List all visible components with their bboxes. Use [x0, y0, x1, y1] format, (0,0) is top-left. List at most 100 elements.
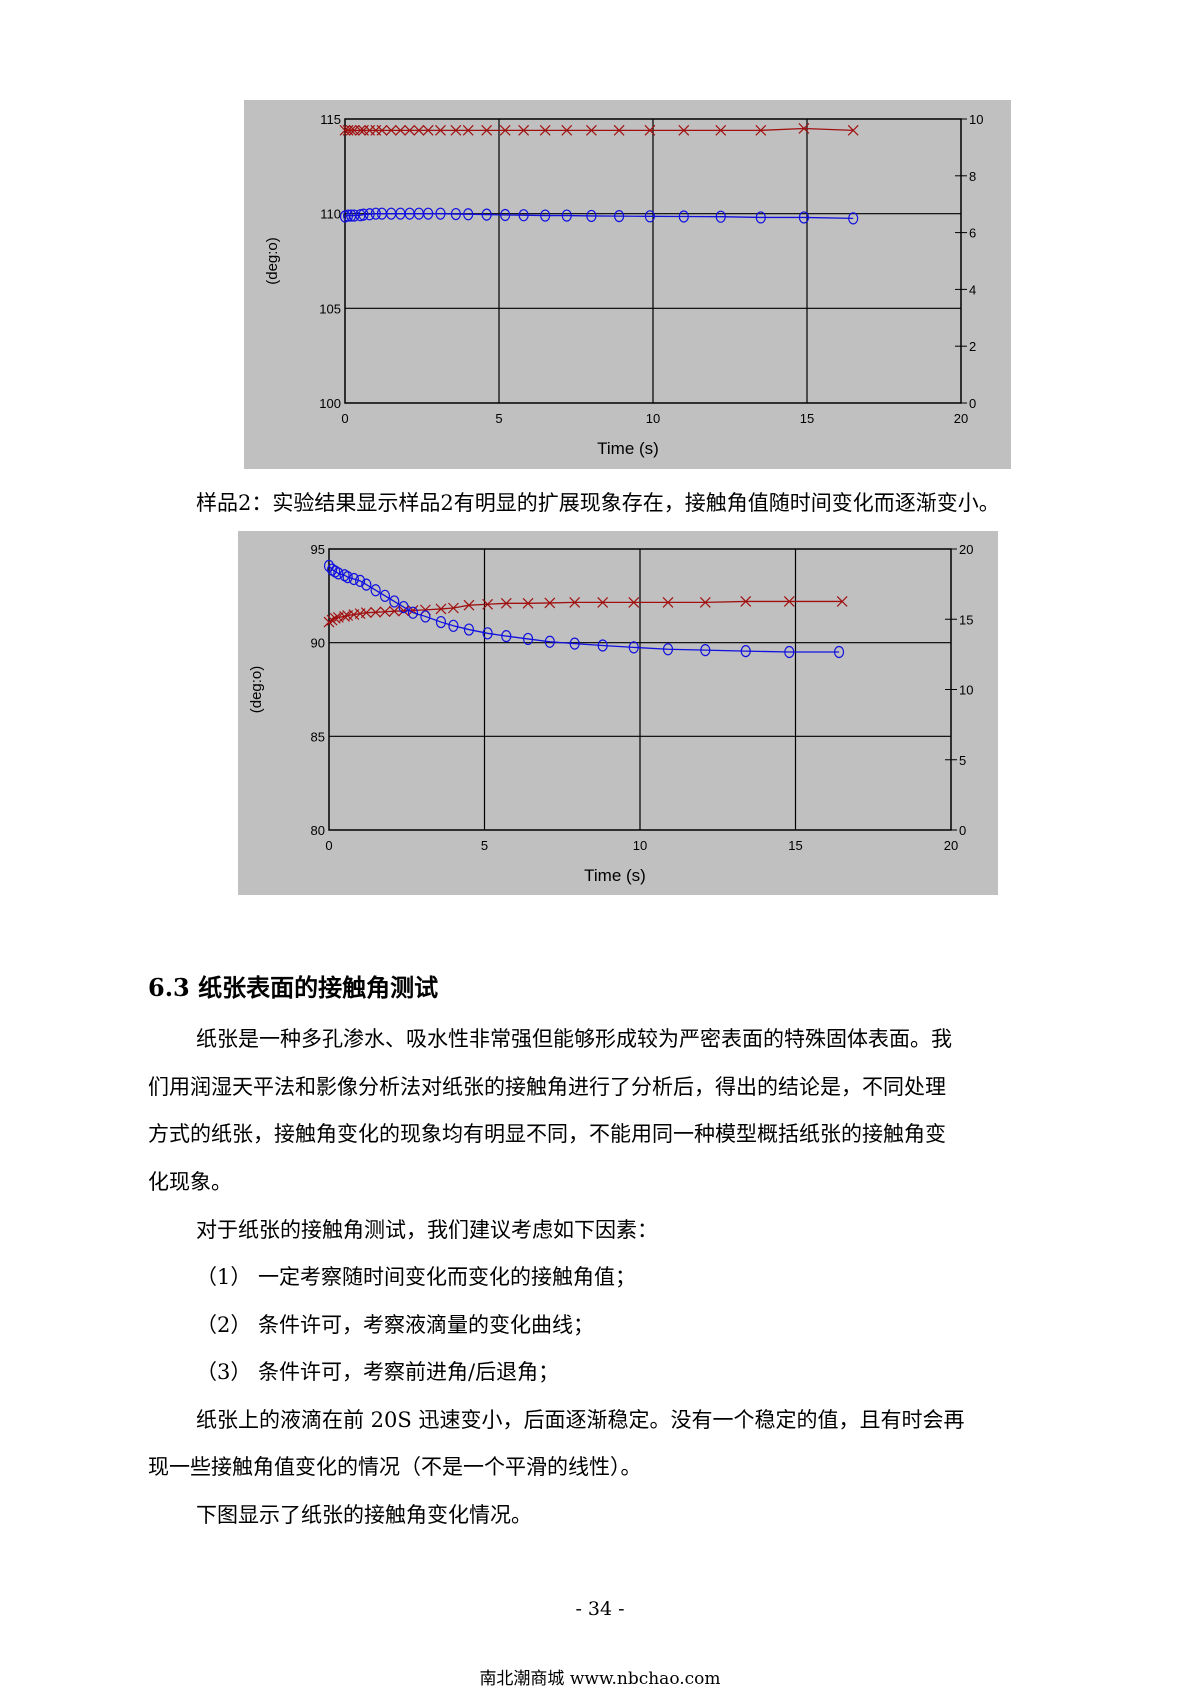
y2-tick-label: 6 — [969, 226, 976, 241]
paragraph-line: 方式的纸张，接触角变化的现象均有明显不同，不能用同一种模型概括纸张的接触角变 — [148, 1122, 946, 1146]
data-point-circle — [379, 589, 391, 602]
y2-tick-label: 0 — [959, 823, 966, 838]
chart-svg: 0 5 10 15 20 80 85 90 95 0 5 10 15 20 Time (s) (deg:o) — [248, 542, 973, 885]
x-tick-label: 15 — [788, 838, 802, 853]
data-point-circle — [481, 208, 492, 221]
data-point-circle — [597, 639, 608, 652]
contact-angle-chart-sample2: 0 5 10 15 20 80 85 90 95 0 5 10 15 20 Time (s) (deg:o) — [238, 531, 998, 895]
x-tick-label: 20 — [954, 411, 968, 426]
data-point-x — [339, 611, 350, 622]
data-point-circle — [364, 208, 375, 221]
data-point-circle — [614, 210, 625, 223]
y2-tick-label: 4 — [969, 282, 976, 297]
data-point-circle — [482, 627, 493, 640]
data-point-x — [597, 596, 609, 608]
data-point-circle — [740, 644, 751, 658]
data-point-x — [462, 124, 474, 136]
data-point-circle — [407, 606, 419, 619]
data-point-circle — [423, 207, 434, 220]
x-tick-label: 0 — [341, 411, 348, 426]
x-tick-label: 20 — [944, 838, 958, 853]
x-tick-label: 5 — [481, 838, 488, 853]
data-point-x — [379, 606, 391, 618]
data-point-circle — [784, 645, 795, 659]
data-point-x — [613, 124, 625, 136]
y-tick-label: 80 — [311, 823, 325, 838]
data-point-x — [482, 598, 494, 610]
data-point-x — [395, 124, 406, 136]
series-line — [328, 565, 840, 653]
data-point-x — [370, 606, 382, 618]
data-point-circle — [628, 641, 639, 654]
data-point-x — [836, 596, 848, 607]
data-point-x — [360, 607, 372, 619]
y2-tick-label: 20 — [959, 542, 973, 557]
data-point-circle — [342, 209, 354, 222]
data-point-circle — [398, 600, 409, 614]
data-point-x — [413, 124, 425, 136]
data-point-circle — [370, 584, 381, 597]
data-point-x — [561, 124, 573, 136]
data-point-x — [569, 596, 581, 608]
data-point-circle — [544, 635, 555, 648]
data-point-x — [740, 596, 752, 607]
data-point-x — [500, 597, 512, 609]
paragraph-line: 化现象。 — [148, 1170, 232, 1194]
data-point-x — [388, 605, 400, 617]
y-axis-label: (deg:o) — [248, 666, 265, 714]
data-point-circle — [358, 208, 369, 221]
data-point-x — [544, 597, 556, 609]
data-point-x — [376, 124, 388, 136]
data-point-circle — [522, 632, 534, 646]
data-point-x — [662, 596, 674, 608]
list-item: （1） 一定考察随时间变化而变化的接触角值； — [196, 1265, 637, 1289]
data-point-x — [398, 605, 410, 617]
y-tick-label: 90 — [311, 636, 325, 651]
data-point-circle — [435, 615, 447, 629]
data-point-circle — [586, 209, 597, 223]
paragraph-line: 纸张上的液滴在前 20S 迅速变小，后面逐渐稳定。没有一个稳定的值，且有时会再 — [196, 1408, 965, 1432]
data-point-x — [447, 602, 459, 614]
data-point-circle — [662, 643, 674, 656]
data-point-x — [699, 596, 711, 608]
list-item: （2） 条件许可，考察液滴量的变化曲线； — [196, 1313, 595, 1337]
data-point-circle — [700, 644, 711, 657]
data-point-circle — [333, 567, 344, 580]
y-tick-label: 85 — [311, 729, 325, 744]
data-point-x — [481, 124, 493, 136]
data-point-x — [323, 616, 335, 628]
data-point-circle — [450, 207, 461, 221]
y-tick-label: 115 — [320, 112, 341, 127]
data-point-x — [518, 124, 530, 136]
data-point-x — [585, 124, 597, 136]
contact-angle-chart-sample1: 0 5 10 15 20 100 105 110 115 0 2 4 6 8 10 Time (s) (deg:… — [244, 100, 1011, 469]
y-axis-label: (deg:o) — [264, 237, 281, 285]
paragraph-line: 对于纸张的接触角测试，我们建议考虑如下因素： — [196, 1218, 658, 1242]
paragraph-line: 现一些接触角值变化的情况（不是一个平滑的线性）。 — [148, 1455, 642, 1479]
data-point-circle — [644, 210, 656, 223]
series-line — [344, 213, 854, 220]
data-point-circle — [501, 630, 512, 643]
x-axis-label: Time (s) — [597, 439, 659, 458]
y2-tick-label: 8 — [969, 169, 976, 184]
data-point-x — [522, 597, 534, 609]
y2-tick-label: 2 — [969, 339, 976, 354]
paragraph-line: 下图显示了纸张的接触角变化情况。 — [196, 1503, 532, 1527]
footer-watermark: 南北潮商城 www.nbchao.com — [479, 1669, 721, 1689]
data-point-circle — [569, 637, 580, 650]
paragraph-line: 们用润湿天平法和影像分析法对纸张的接触角进行了分析后，得出的结论是，不同处理 — [148, 1075, 946, 1099]
y-tick-label: 110 — [320, 207, 341, 222]
data-point-circle — [463, 623, 475, 636]
data-point-circle — [833, 645, 845, 659]
data-point-x — [435, 124, 446, 136]
data-point-x — [847, 124, 859, 136]
data-point-x — [326, 614, 338, 626]
data-point-x — [404, 124, 416, 136]
data-point-x — [463, 599, 475, 611]
page-number: - 34 - — [575, 1598, 625, 1620]
data-point-x — [755, 124, 767, 136]
data-point-x — [678, 124, 690, 136]
data-point-circle — [448, 619, 459, 632]
x-tick-label: 10 — [646, 411, 660, 426]
data-point-circle — [354, 574, 366, 587]
